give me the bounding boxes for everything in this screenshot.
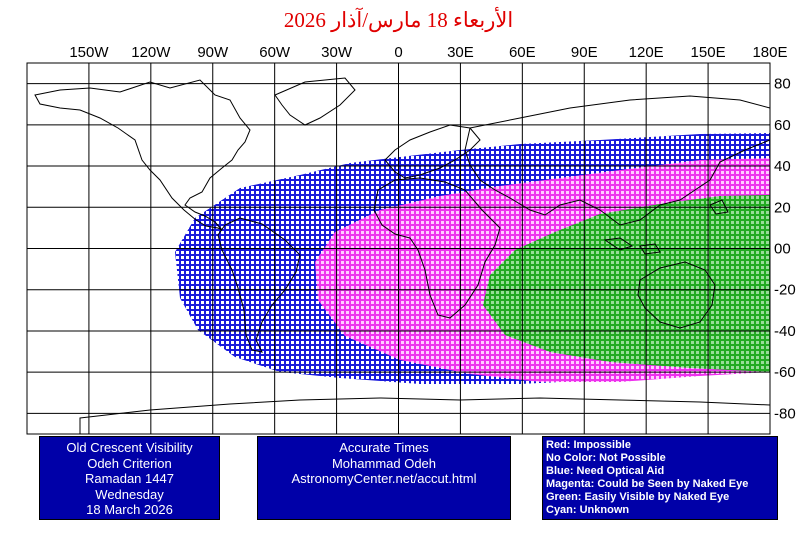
longitude-label: 0 [394,44,402,61]
map-title: الأربعاء 18 مارس/آذار 2026 [283,8,514,32]
info-line: Accurate Times [339,440,429,455]
legend-box: Red: Impossible No Color: Not Possible B… [542,436,778,520]
longitude-label: 60E [509,44,536,61]
latitude-label: 60 [774,117,791,134]
info-box-visibility: Old Crescent Visibility Odeh Criterion R… [39,436,220,520]
longitude-label: 150W [69,44,109,61]
latitude-label: 80 [774,76,791,93]
legend-item: Cyan: Unknown [546,504,630,516]
legend-item: Red: Impossible [546,439,631,451]
latitude-label: -80 [774,405,796,422]
latitude-labels: 80 60 40 20 00 -20 -40 -60 -80 [774,76,796,423]
latitude-label: -20 [774,282,796,299]
longitude-label: 120E [629,44,664,61]
longitude-labels: 150W 120W 90W 60W 30W 0 30E 60E 90E 120E 150E 180E [69,44,787,61]
info-box-accurate-times: Accurate Times Mohammad Odeh AstronomyCe… [257,436,511,520]
info-line: 18 March 2026 [86,502,173,517]
legend-item: Green: Easily Visible by Naked Eye [546,491,730,503]
info-line[interactable]: AstronomyCenter.net/accut.html [291,471,477,486]
latitude-label: 40 [774,158,791,175]
longitude-label: 30E [447,44,474,61]
zone-easily-visible [483,195,770,372]
coastlines [34,77,770,434]
latitude-label: 20 [774,199,791,216]
legend-item: Blue: Need Optical Aid [546,465,665,477]
info-line: Old Crescent Visibility [66,440,193,455]
info-line: Ramadan 1447 [85,471,174,486]
info-line: Wednesday [95,486,164,502]
latitude-label: -40 [774,323,796,340]
info-line: Mohammad Odeh [331,455,437,471]
longitude-label: 120W [131,44,171,61]
longitude-label: 90W [197,44,229,61]
longitude-label: 60W [259,44,291,61]
longitude-label: 180E [752,44,787,61]
longitude-label: 30W [321,44,353,61]
visibility-zones [34,77,770,434]
map-frame [26,62,771,435]
legend-item: No Color: Not Possible [546,452,666,464]
latitude-label: -60 [774,364,796,381]
info-line: Odeh Criterion [87,455,172,471]
longitude-label: 150E [691,44,726,61]
graticule [27,63,770,434]
longitude-label: 90E [571,44,598,61]
legend-item: Magenta: Could be Seen by Naked Eye [546,478,749,490]
latitude-label: 00 [774,241,791,258]
